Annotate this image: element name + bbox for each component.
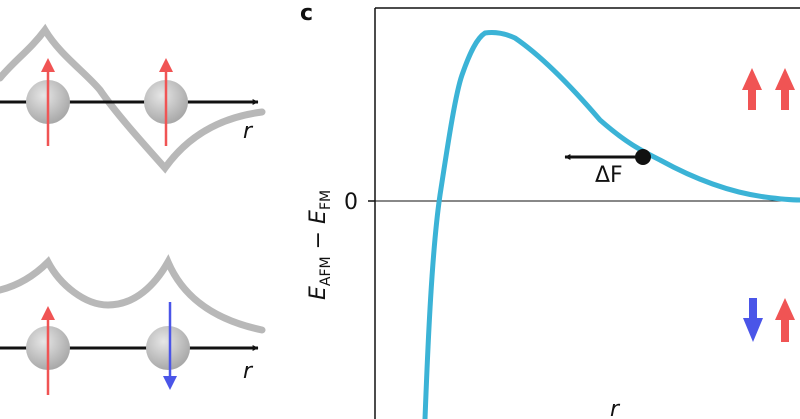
spin-up-icon	[775, 298, 795, 342]
left-top-panel: r	[0, 23, 266, 174]
spin-up-icon	[41, 58, 55, 146]
spin-up-icon	[41, 306, 55, 395]
x-axis-label: r	[610, 397, 621, 419]
y-axis-label: EAFM − EFM	[306, 190, 334, 300]
panel-c: c 0 EAFM − EFM r ΔF	[300, 1, 800, 419]
y-label-e2: E	[306, 210, 331, 224]
energy-curve	[422, 30, 800, 419]
force-point	[635, 149, 651, 165]
axis-label-r-bottom: r	[243, 359, 254, 384]
force-label: ΔF	[595, 163, 623, 188]
zero-tick-label: 0	[344, 190, 358, 215]
spin-down-icon	[743, 298, 763, 342]
spin-up-icon	[159, 58, 173, 146]
legend-top-right	[742, 68, 795, 110]
axis-label-r-top: r	[243, 119, 254, 144]
y-label-sub-fm: FM	[318, 190, 334, 210]
spin-up-icon	[775, 68, 795, 110]
spin-down-icon	[163, 302, 177, 390]
legend-bottom-right	[743, 298, 795, 342]
potential-curve-top	[0, 23, 266, 174]
y-label-sub-afm: AFM	[318, 256, 334, 286]
y-label-e1: E	[306, 286, 331, 300]
panel-letter-c: c	[300, 1, 313, 26]
spin-up-icon	[742, 68, 762, 110]
left-bottom-panel: r	[0, 254, 266, 395]
y-label-minus: −	[306, 224, 331, 256]
atom-bottom-2	[146, 326, 190, 370]
potential-curve-bottom	[0, 254, 266, 334]
force-label-text: ΔF	[595, 163, 623, 188]
